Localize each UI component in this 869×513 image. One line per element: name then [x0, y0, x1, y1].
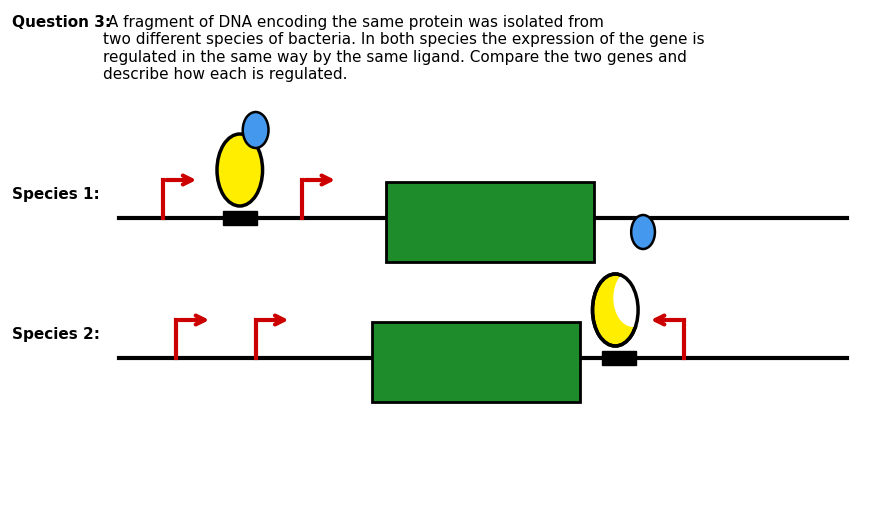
- Ellipse shape: [613, 269, 653, 327]
- Text: Species 1:: Species 1:: [12, 187, 100, 203]
- Text: Species 2:: Species 2:: [12, 327, 100, 343]
- Ellipse shape: [242, 112, 269, 148]
- Bar: [386, 182, 594, 262]
- Ellipse shape: [216, 134, 262, 206]
- Ellipse shape: [630, 215, 654, 249]
- Text: Question 3:: Question 3:: [12, 15, 111, 30]
- Bar: [601, 351, 635, 365]
- Bar: [371, 322, 579, 402]
- Ellipse shape: [592, 274, 637, 346]
- Text: A fragment of DNA encoding the same protein was isolated from
two different spec: A fragment of DNA encoding the same prot…: [103, 15, 704, 82]
- Bar: [222, 211, 256, 225]
